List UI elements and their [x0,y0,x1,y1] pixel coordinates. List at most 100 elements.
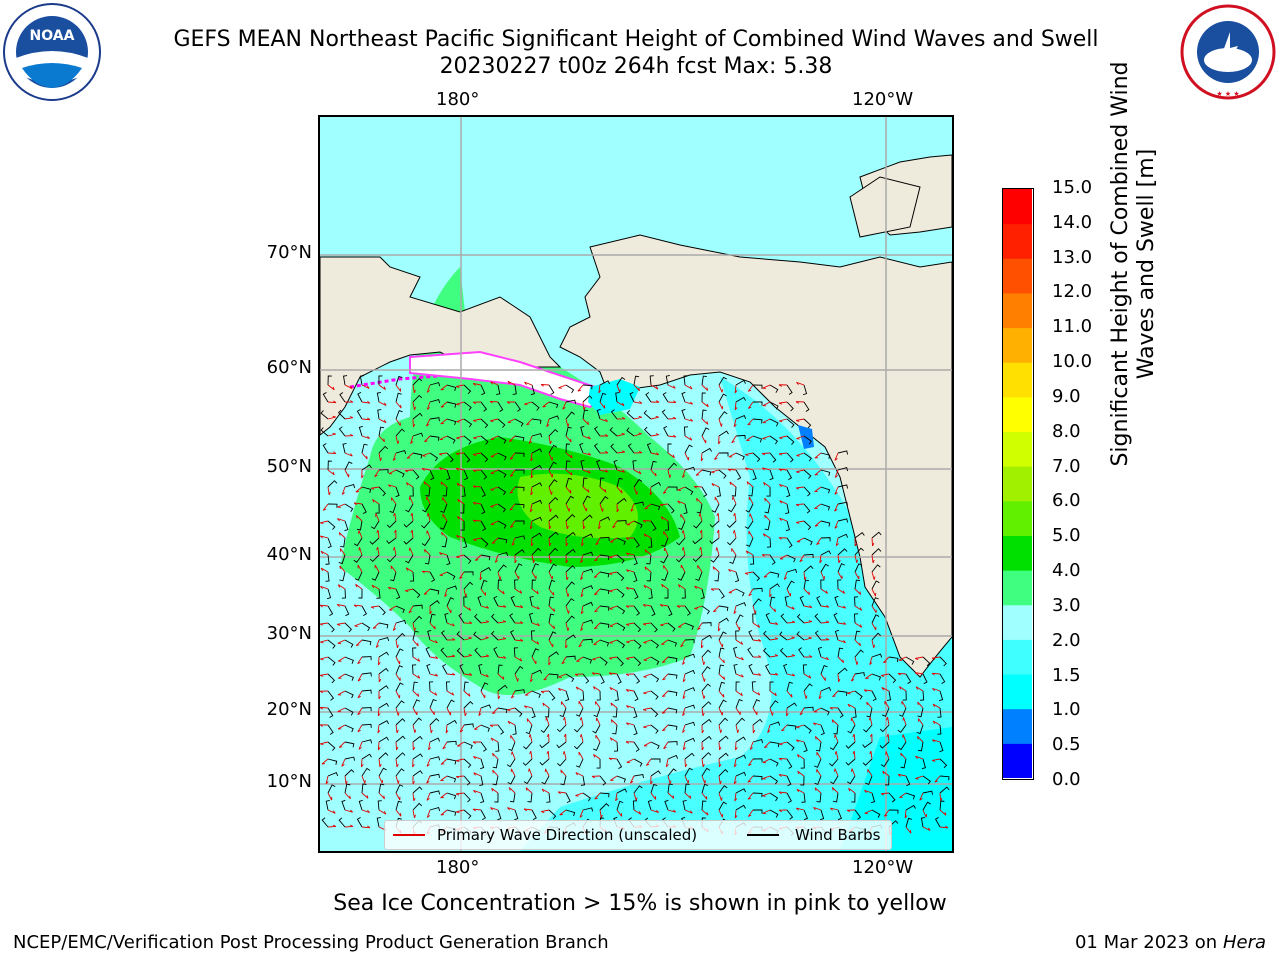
wave-direction-arrow [429,673,439,677]
wind-barb [354,571,363,581]
wave-direction-arrow [598,520,601,530]
wave-direction-arrow [594,554,601,562]
wave-direction-arrow [871,622,877,631]
wind-barb [871,580,880,590]
wave-direction-arrow [650,469,657,477]
wind-barb [633,673,641,684]
wind-barb [460,503,465,514]
wave-direction-arrow [735,724,740,733]
wind-barb [803,435,812,445]
wave-direction-arrow [429,724,433,734]
colorbar-band [1003,708,1032,744]
wave-direction-arrow [548,452,553,461]
wave-direction-arrow [565,571,569,581]
wind-barb [440,647,448,658]
wind-barb [610,443,618,454]
wave-direction-arrow [716,529,720,539]
wind-barb [646,571,652,582]
wave-direction-arrow [643,690,652,695]
wind-barb [361,639,372,646]
wind-barb [752,469,757,481]
wind-barb [735,452,745,461]
wave-direction-arrow [649,486,653,496]
wind-barb [599,571,610,578]
wave-direction-arrow [408,605,414,614]
wave-direction-arrow [439,467,448,471]
wave-direction-arrow [557,791,567,795]
wind-barb [610,409,618,420]
wave-direction-arrow [643,533,652,539]
wave-direction-arrow [769,605,776,613]
wave-direction-arrow [337,639,346,645]
wind-barb [834,629,840,641]
wave-direction-arrow [786,690,793,698]
wave-direction-arrow [440,384,448,391]
wind-barb [762,647,771,658]
colorbar-band [1003,639,1032,675]
wave-direction-arrow [616,401,625,407]
wave-direction-arrow [344,384,353,389]
wind-barb [530,630,535,641]
wave-direction-arrow [593,753,601,760]
wind-barb [592,724,601,734]
wave-direction-arrow [886,716,890,726]
wind-barb [327,758,338,765]
wave-direction-arrow [939,809,947,816]
wave-direction-arrow [412,758,415,768]
wave-direction-arrow [523,705,533,709]
wind-barb [745,503,754,513]
wave-direction-arrow [480,690,486,699]
wind-barb [582,638,593,643]
wind-barb [463,775,471,786]
wind-barb [412,630,419,641]
wind-barb [764,503,771,514]
wave-direction-arrow [814,503,822,510]
wind-barb [684,444,693,454]
wave-direction-arrow [803,588,811,595]
wave-direction-arrow [633,384,640,392]
wave-direction-arrow [834,486,839,495]
wind-barb [376,817,381,828]
wind-barb [344,656,354,664]
wave-direction-arrow [915,686,924,692]
wave-direction-arrow [531,554,535,564]
wave-direction-arrow [616,503,620,513]
wind-barb [599,516,611,522]
wave-direction-arrow [747,384,754,392]
wind-barb [412,681,418,692]
wave-direction-arrow [677,584,686,590]
wave-direction-arrow [320,550,329,556]
wind-barb [514,435,525,442]
wind-barb [820,809,825,821]
wave-direction-arrow [456,435,465,440]
wave-direction-arrow [438,452,448,456]
wind-barb [531,401,540,411]
wave-direction-arrow [344,452,353,457]
wave-direction-arrow [835,537,839,547]
wave-direction-arrow [426,809,431,818]
wave-direction-arrow [337,673,346,679]
wave-direction-arrow [834,503,839,512]
wave-direction-arrow [660,516,669,522]
wind-barb [800,758,805,769]
wind-barb [633,639,642,649]
wave-direction-arrow [582,520,586,530]
wind-barb [803,706,814,711]
wave-direction-arrow [663,531,669,539]
wind-barb [480,567,492,573]
wind-barb [582,568,594,573]
wave-direction-arrow [360,758,364,768]
wave-direction-arrow [767,724,771,733]
wind-barb [871,690,877,702]
wind-barb [939,775,950,781]
wave-direction-arrow [803,636,812,641]
wave-direction-arrow [457,516,465,522]
wind-barb [327,784,336,794]
wind-barb [575,707,584,717]
wind-barb [361,739,373,744]
wind-barb [780,613,788,624]
wave-direction-arrow [749,741,754,750]
wind-barb [854,531,865,539]
wind-barb [531,669,543,675]
wind-barb [701,666,711,675]
